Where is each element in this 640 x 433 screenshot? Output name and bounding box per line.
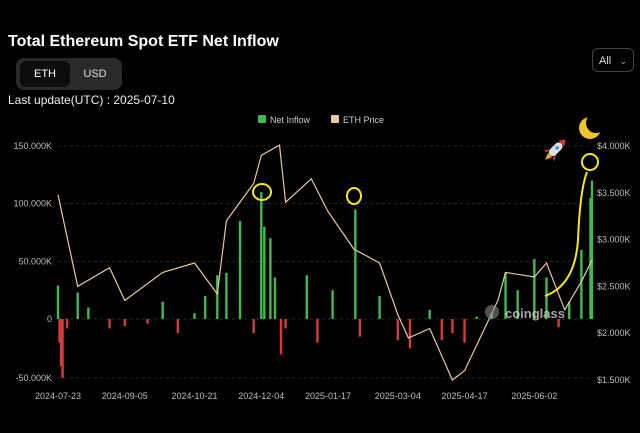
- inflow-bar: [590, 180, 594, 319]
- y-right-tick-label: $2.000K: [597, 328, 631, 338]
- inflow-bar: [61, 319, 64, 378]
- legend-eth-price[interactable]: ETH Price: [343, 115, 384, 125]
- inflow-bar: [378, 295, 381, 319]
- inflow-bar: [87, 307, 90, 319]
- watermark-text: coinglass: [505, 306, 565, 321]
- chart-title: Total Ethereum Spot ETF Net Inflow: [8, 33, 279, 50]
- inflow-bar: [358, 319, 362, 337]
- y-right-tick-label: $3.500K: [597, 188, 631, 198]
- inflow-bar: [568, 301, 571, 319]
- grid-lines: [58, 145, 592, 379]
- inflow-bar: [58, 319, 61, 343]
- inflow-bar: [516, 290, 519, 319]
- highlight-circle-3-icon: [581, 153, 599, 171]
- inflow-bar: [65, 319, 69, 329]
- y-left-tick-label: -50.000K: [15, 373, 52, 383]
- inflow-bar: [589, 197, 592, 319]
- inflow-bar: [76, 292, 79, 319]
- inflow-bar: [533, 259, 536, 319]
- range-select[interactable]: All ⌄: [592, 48, 634, 72]
- y-left-tick-label: 100.000K: [13, 199, 52, 209]
- unit-usd-option[interactable]: USD: [83, 68, 107, 80]
- inflow-bar: [504, 272, 507, 319]
- trend-arrow-icon: [544, 171, 588, 297]
- inflow-bar: [279, 319, 283, 355]
- annotations: [252, 153, 599, 297]
- inflow-bar: [557, 319, 560, 328]
- inflow-bar: [396, 319, 400, 341]
- inflow-bar: [193, 313, 196, 319]
- inflow-bar: [263, 226, 266, 319]
- inflow-bar: [316, 319, 319, 343]
- inflow-bar: [146, 319, 149, 324]
- last-update-text: Last update(UTC) : 2025-07-10: [8, 93, 175, 107]
- inflow-bar: [56, 285, 60, 319]
- inflow-bar: [59, 319, 63, 367]
- inflow-bar: [440, 319, 444, 341]
- chevron-down-icon: ⌄: [619, 56, 627, 66]
- x-tick-label: 2024-09-05: [102, 391, 148, 401]
- y-right-tick-label: $2.500K: [597, 281, 631, 291]
- inflow-bar: [108, 319, 111, 329]
- inflow-bar: [284, 319, 287, 329]
- eth-price-line: [57, 144, 593, 381]
- legend-net-inflow[interactable]: Net Inflow: [270, 115, 311, 125]
- inflow-bar: [260, 192, 263, 319]
- inflow-bar: [580, 249, 583, 319]
- inflow-bar: [161, 301, 164, 319]
- legend-swatch-eth-price: [331, 115, 339, 123]
- watermark-logo-icon: [485, 305, 499, 319]
- axis-ticks: -50.000K 0 50.000K 100.000K 150.000K $1.500K $…: [13, 141, 630, 401]
- inflow-bar: [176, 319, 180, 334]
- unit-eth-option[interactable]: ETH: [20, 61, 70, 87]
- highlight-circle-2-icon: [346, 187, 362, 205]
- inflow-bar: [428, 309, 431, 319]
- crescent-moon-icon: [579, 113, 606, 139]
- range-select-value: All: [599, 55, 612, 67]
- inflow-bar: [475, 316, 478, 319]
- inflow-bar: [408, 319, 412, 349]
- x-tick-label: 2024-12-04: [238, 391, 284, 401]
- rocket-icon: [542, 139, 566, 163]
- x-tick-label: 2025-06-02: [511, 391, 557, 401]
- inflow-bar: [331, 290, 334, 319]
- inflow-bar: [203, 295, 207, 319]
- y-left-tick-label: 50.000K: [18, 256, 52, 266]
- price-line-group: [57, 144, 593, 381]
- inflow-bar: [252, 319, 255, 334]
- inflow-bar: [269, 238, 272, 319]
- inflow-bar: [354, 209, 357, 319]
- x-tick-label: 2025-04-17: [442, 391, 488, 401]
- inflow-bar: [216, 275, 219, 319]
- inflow-bar: [463, 319, 466, 343]
- y-left-tick-label: 150.000K: [13, 141, 52, 151]
- x-tick-label: 2025-01-17: [305, 391, 351, 401]
- inflow-bar: [123, 319, 126, 327]
- y-right-tick-label: $1.500K: [597, 375, 631, 385]
- highlight-circle-1-icon: [252, 183, 272, 201]
- x-tick-label: 2025-03-04: [375, 391, 421, 401]
- x-tick-label: 2024-07-23: [35, 391, 81, 401]
- inflow-bar: [451, 319, 454, 334]
- inflow-bars: [56, 180, 594, 378]
- inflow-bar: [225, 272, 228, 319]
- y-left-tick-label: 0: [47, 314, 52, 324]
- inflow-bar: [545, 277, 548, 319]
- unit-toggle: ETH USD: [16, 58, 122, 90]
- y-right-tick-label: $4.000K: [597, 141, 631, 151]
- legend-swatch-net-inflow: [258, 115, 266, 123]
- y-right-tick-label: $3.000K: [597, 235, 631, 245]
- x-tick-label: 2024-10-21: [172, 391, 218, 401]
- inflow-bar: [273, 277, 277, 319]
- inflow-bar: [305, 275, 308, 319]
- inflow-bar: [238, 220, 242, 319]
